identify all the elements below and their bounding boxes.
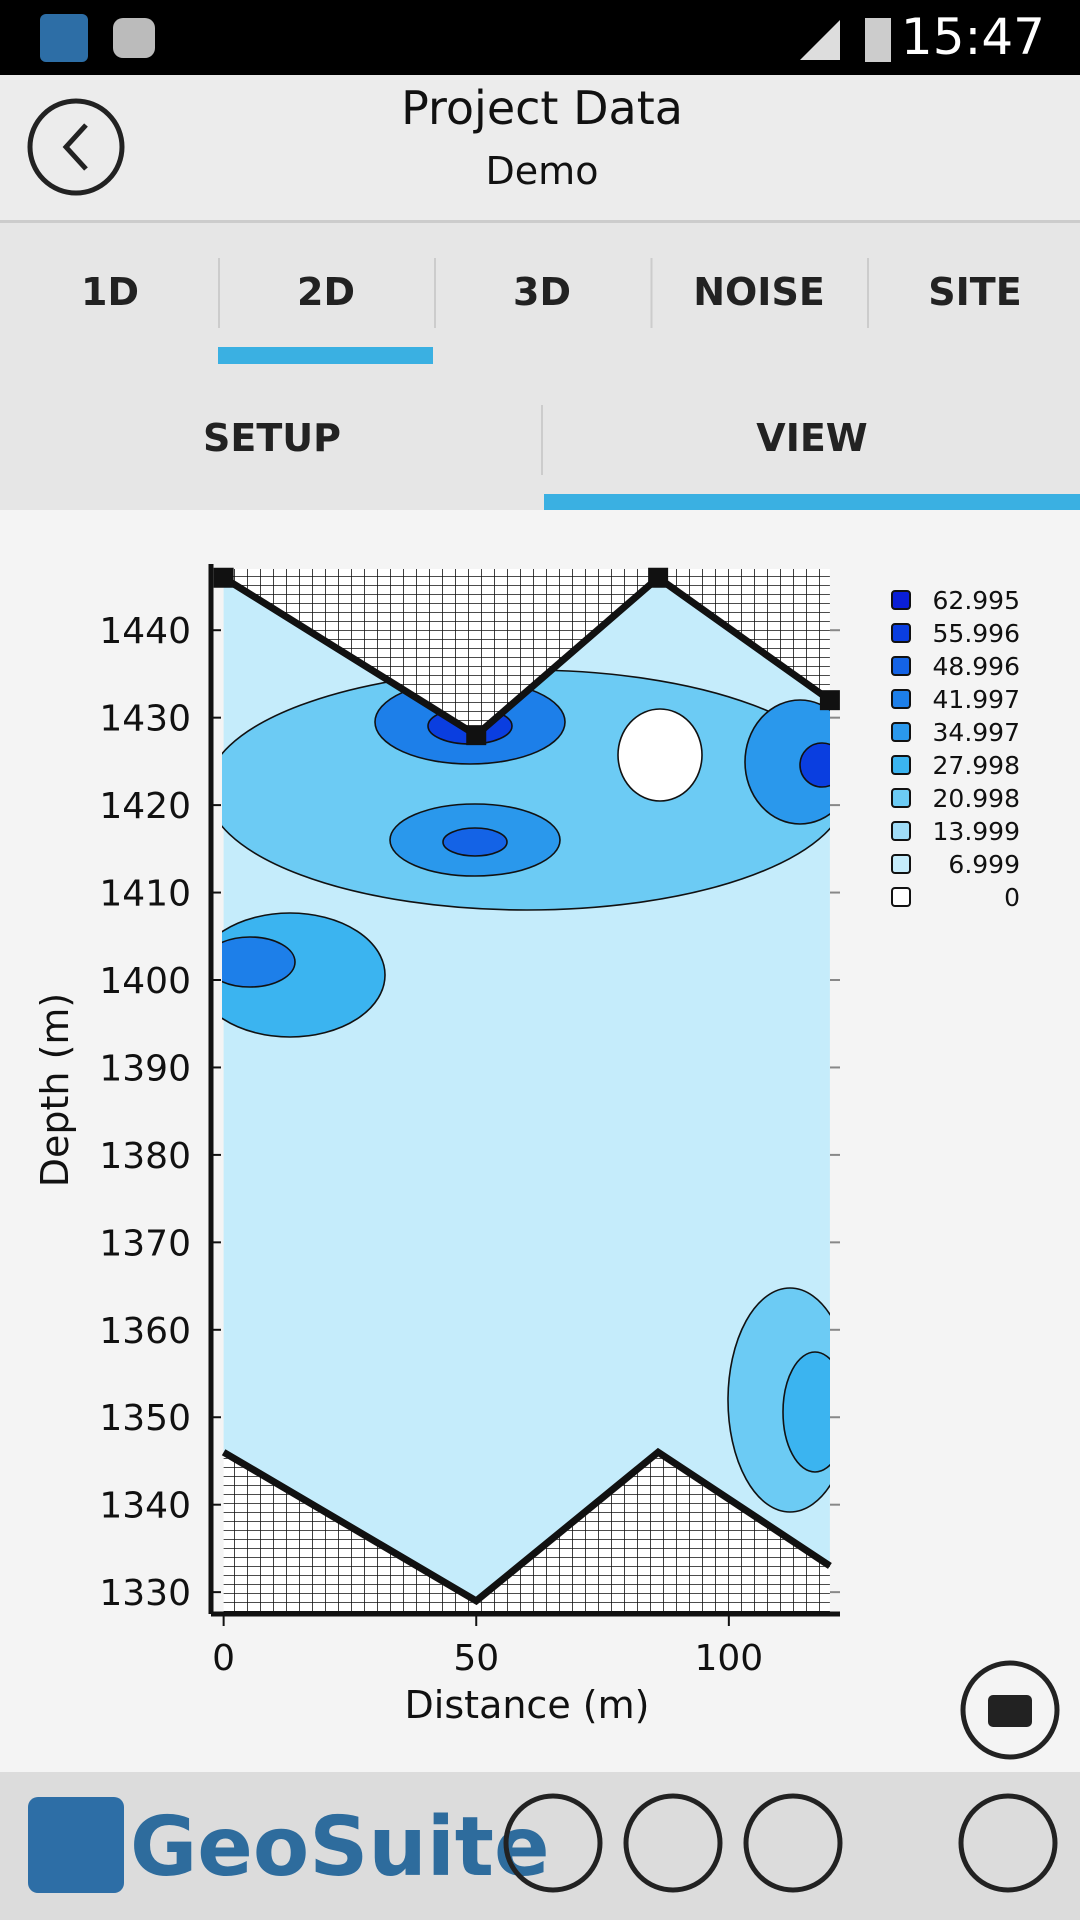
legend-label: 48.996 xyxy=(933,652,1020,681)
hatch-bottom xyxy=(223,1452,830,1614)
legend-label: 20.998 xyxy=(933,784,1020,813)
tab[interactable]: 2D xyxy=(297,270,355,314)
surface-line xyxy=(221,573,832,740)
battery-icon xyxy=(865,18,891,62)
legend-swatch xyxy=(891,656,911,676)
electrode xyxy=(466,725,487,746)
twitter-button[interactable] xyxy=(623,1793,723,1893)
signal-icon xyxy=(800,20,840,60)
y-tick-label: 1350 xyxy=(99,1398,191,1439)
tab-divider xyxy=(218,258,220,328)
legend-swatch xyxy=(891,788,911,808)
app-icon xyxy=(40,14,88,62)
subtab-indicator xyxy=(544,494,1080,510)
contour-region xyxy=(782,1351,830,1473)
camera-button[interactable] xyxy=(960,1660,1060,1760)
legend-label: 27.998 xyxy=(933,751,1020,780)
legend-label: 41.997 xyxy=(933,685,1020,714)
base-line xyxy=(221,1447,832,1606)
hatch-top xyxy=(223,569,830,736)
plot-area xyxy=(222,569,830,1614)
tab[interactable]: 3D xyxy=(513,270,571,314)
y-tick-label: 1390 xyxy=(99,1048,191,1089)
y-tick-label: 1400 xyxy=(99,961,191,1002)
x-tick-label: 50 xyxy=(453,1638,499,1679)
contour-region xyxy=(617,708,703,802)
tab-divider xyxy=(434,258,436,328)
brand: GeoSuite xyxy=(130,1800,550,1895)
tab-indicator xyxy=(218,347,433,364)
back-button[interactable] xyxy=(27,98,125,196)
y-tick-label: 1410 xyxy=(99,874,191,915)
linkedin-button[interactable] xyxy=(743,1793,843,1893)
back-arrow xyxy=(62,123,88,171)
legend-swatch xyxy=(891,821,911,841)
legend-label: 13.999 xyxy=(933,817,1020,846)
clock: 15:47 xyxy=(901,8,1045,66)
x-tick-label: 100 xyxy=(694,1638,763,1679)
subtab-bar xyxy=(0,385,1080,510)
divider xyxy=(0,220,1080,223)
electrode xyxy=(213,567,234,588)
camera-icon xyxy=(988,1695,1032,1727)
y-axis-title: Depth (m) xyxy=(33,993,77,1188)
y-tick-label: 1440 xyxy=(99,611,191,652)
y-tick-label: 1380 xyxy=(99,1136,191,1177)
legend-label: 0 xyxy=(1004,883,1020,912)
y-tick-label: 1370 xyxy=(99,1223,191,1264)
contour-region xyxy=(442,827,508,857)
tab[interactable]: NOISE xyxy=(693,270,825,314)
subtab[interactable]: SETUP xyxy=(203,416,341,460)
tab-divider xyxy=(867,258,869,328)
y-tick-label: 1340 xyxy=(99,1486,191,1527)
legend-swatch xyxy=(891,887,911,907)
legend-swatch xyxy=(891,854,911,874)
tab-divider xyxy=(650,258,653,328)
y-tick-label: 1330 xyxy=(99,1573,191,1614)
header-title: Project Data xyxy=(401,81,683,135)
legend-label: 34.997 xyxy=(933,718,1020,747)
legend-label: 6.999 xyxy=(948,850,1020,879)
header-subtitle: Demo xyxy=(486,149,599,193)
y-tick-label: 1430 xyxy=(99,699,191,740)
electrode xyxy=(819,690,840,711)
legend-swatch xyxy=(891,689,911,709)
help-button[interactable] xyxy=(958,1793,1058,1893)
tab-bar xyxy=(0,220,1080,385)
status-bar xyxy=(0,0,1080,75)
sync-icon xyxy=(113,18,155,58)
legend-swatch xyxy=(891,590,911,610)
legend-label: 62.995 xyxy=(933,586,1020,615)
electrode xyxy=(648,567,669,588)
contour-region xyxy=(799,742,830,788)
tab[interactable]: 1D xyxy=(81,270,139,314)
y-tick-label: 1360 xyxy=(99,1311,191,1352)
tab[interactable]: SITE xyxy=(928,270,1021,314)
x-tick-label: 0 xyxy=(212,1638,235,1679)
header xyxy=(0,75,1080,222)
logo xyxy=(28,1797,124,1893)
legend-swatch xyxy=(891,623,911,643)
legend-swatch xyxy=(891,755,911,775)
contour-region xyxy=(744,699,830,825)
legend-label: 55.996 xyxy=(933,619,1020,648)
subtab[interactable]: VIEW xyxy=(756,416,867,460)
divider xyxy=(541,405,543,475)
contour-region xyxy=(222,936,296,988)
y-tick-label: 1420 xyxy=(99,786,191,827)
legend-swatch xyxy=(891,722,911,742)
facebook-button[interactable] xyxy=(503,1793,603,1893)
x-axis-title: Distance (m) xyxy=(405,1683,650,1727)
